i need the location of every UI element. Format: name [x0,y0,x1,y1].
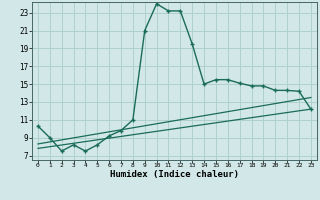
X-axis label: Humidex (Indice chaleur): Humidex (Indice chaleur) [110,170,239,179]
